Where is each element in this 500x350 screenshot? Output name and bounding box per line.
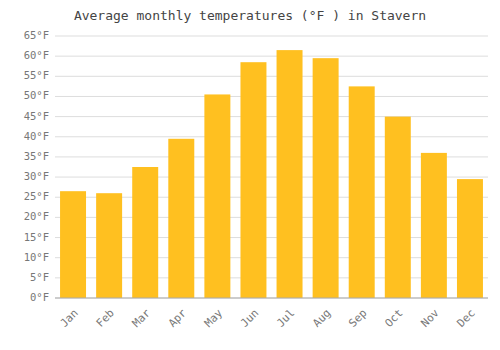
x-tick-label: May bbox=[202, 306, 226, 330]
grid-line bbox=[55, 96, 488, 97]
grid-line bbox=[55, 56, 488, 57]
bar bbox=[168, 139, 194, 298]
x-axis: Jan Feb Mar Apr May Jun Jul Aug Sep Oct Nov Dec bbox=[58, 306, 478, 330]
grid-line bbox=[55, 36, 488, 37]
bar bbox=[96, 193, 122, 298]
x-tick-label: Jun bbox=[238, 307, 261, 330]
y-tick-label: 55°F bbox=[24, 69, 49, 81]
y-axis: 0°F 5°F 10°F 15°F 20°F 25°F 30°F 35°F 40°F 45°F 50… bbox=[24, 29, 49, 303]
x-tick-label: Sep bbox=[346, 307, 369, 330]
bar bbox=[457, 179, 483, 298]
grid-line bbox=[55, 76, 488, 77]
grid-line bbox=[55, 116, 488, 117]
bar bbox=[385, 117, 411, 298]
y-tick-label: 45°F bbox=[24, 110, 49, 122]
y-tick-label: 60°F bbox=[24, 49, 49, 61]
y-tick-label: 65°F bbox=[24, 29, 49, 41]
bar bbox=[60, 191, 86, 298]
y-tick-label: 5°F bbox=[30, 271, 49, 283]
chart-container: 0°F 5°F 10°F 15°F 20°F 25°F 30°F 35°F 40°F 45°F 50… bbox=[0, 0, 500, 350]
x-tick-label: Oct bbox=[382, 307, 405, 330]
bar bbox=[421, 153, 447, 298]
x-tick-label: Nov bbox=[418, 306, 442, 330]
x-tick-label: Dec bbox=[454, 307, 477, 330]
bar bbox=[277, 50, 303, 298]
grid bbox=[55, 36, 488, 298]
x-tick-label: Jul bbox=[274, 307, 297, 330]
x-tick-label: Jan bbox=[58, 307, 81, 330]
x-tick-label: Apr bbox=[166, 306, 190, 330]
title: Average monthly temperatures (°F ) in St… bbox=[74, 8, 426, 23]
bars bbox=[60, 50, 483, 298]
x-axis-line bbox=[55, 298, 488, 299]
y-tick-label: 15°F bbox=[24, 231, 49, 243]
x-tick-label: Aug bbox=[310, 307, 333, 330]
bar bbox=[132, 167, 158, 298]
x-tick-label: Feb bbox=[94, 307, 117, 330]
bar bbox=[240, 62, 266, 298]
bar bbox=[349, 86, 375, 298]
grid-line bbox=[55, 136, 488, 137]
grid-line bbox=[55, 298, 488, 299]
bar bbox=[313, 58, 339, 298]
bar bbox=[204, 94, 230, 298]
y-tick-label: 25°F bbox=[24, 190, 49, 202]
chart-svg: 0°F 5°F 10°F 15°F 20°F 25°F 30°F 35°F 40°F 45°F 50… bbox=[0, 0, 500, 350]
y-tick-label: 35°F bbox=[24, 150, 49, 162]
y-tick-label: 10°F bbox=[24, 251, 49, 263]
y-tick-label: 0°F bbox=[30, 291, 49, 303]
y-tick-label: 30°F bbox=[24, 170, 49, 182]
y-tick-label: 40°F bbox=[24, 130, 49, 142]
y-tick-label: 50°F bbox=[24, 89, 49, 101]
x-tick-label: Mar bbox=[130, 306, 154, 330]
y-tick-label: 20°F bbox=[24, 210, 49, 222]
